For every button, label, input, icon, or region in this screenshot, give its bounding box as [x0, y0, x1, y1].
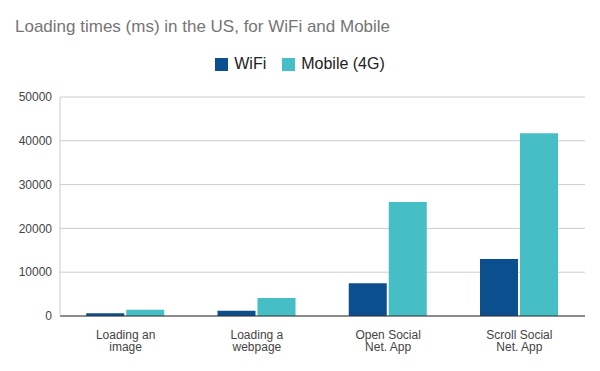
svg-text:Loading animage: Loading animage [96, 328, 155, 354]
svg-text:40000: 40000 [19, 134, 53, 148]
html-text:WiFi: WiFi [234, 55, 267, 72]
svg-text:50000: 50000 [19, 90, 53, 104]
svg-text:Scroll SocialNet. App: Scroll SocialNet. App [486, 328, 552, 354]
html-text:Mobile (4G): Mobile (4G) [301, 55, 385, 72]
svg-text:Open SocialNet. App: Open SocialNet. App [355, 328, 420, 354]
svg-text:0: 0 [45, 309, 52, 323]
svg-text:Loading awebpage: Loading awebpage [231, 328, 284, 354]
svg-text:30000: 30000 [19, 178, 53, 192]
html-text:Loading times (ms) in the US,: Loading times (ms) in the US, for WiFi a… [15, 17, 391, 36]
svg-text:20000: 20000 [19, 222, 53, 236]
svg-text:10000: 10000 [19, 265, 53, 279]
